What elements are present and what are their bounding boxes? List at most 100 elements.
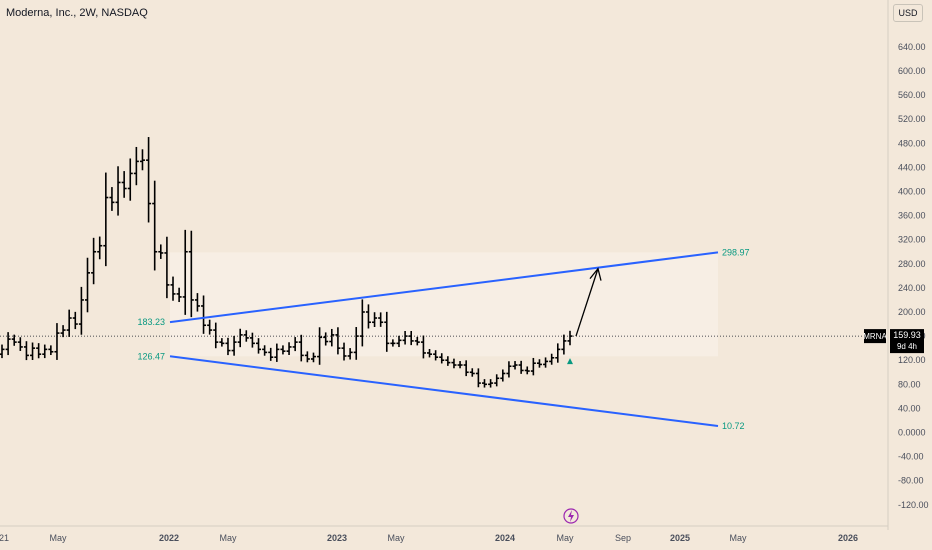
time-tick-label: May [49, 533, 67, 543]
ohlc-bar [139, 149, 145, 171]
ohlc-bar [567, 330, 573, 346]
time-tick-label: Sep [615, 533, 631, 543]
price-tick-label: 200.00 [898, 307, 926, 317]
ohlc-bar [518, 360, 524, 374]
ohlc-bar [182, 229, 188, 315]
projection-arrow[interactable] [575, 268, 599, 337]
countdown-label: 9d 4h [897, 342, 917, 351]
ohlc-bar [194, 293, 200, 312]
ohlc-bar [292, 337, 298, 352]
signal-icon[interactable] [563, 508, 579, 524]
time-tick-label: May [219, 533, 237, 543]
time-tick-label: May [387, 533, 405, 543]
ohlc-bar [500, 369, 506, 382]
time-tick-label: 2022 [159, 533, 179, 543]
time-tick-label: 21 [0, 533, 9, 543]
ohlc-bar [249, 332, 255, 348]
ohlc-bar [433, 350, 439, 361]
ohlc-bar [201, 295, 207, 334]
price-badge [890, 329, 924, 354]
upper-end-label: 298.97 [722, 247, 750, 257]
ohlc-bar [66, 309, 72, 337]
time-tick-label: May [556, 533, 574, 543]
ohlc-bar [427, 348, 433, 358]
price-tick-label: 520.00 [898, 114, 926, 124]
ohlc-bar [561, 334, 567, 355]
currency-button[interactable]: USD [893, 4, 923, 22]
ohlc-bar [23, 341, 29, 361]
ohlc-bar [365, 304, 371, 329]
ohlc-bar [274, 343, 280, 362]
ohlc-bar [347, 348, 353, 360]
ohlc-bar [152, 180, 158, 271]
ohlc-bar [127, 158, 133, 201]
ohlc-bar [329, 328, 335, 347]
price-tick-label: 320.00 [898, 235, 926, 245]
ohlc-bar [524, 366, 530, 375]
ohlc-bar [536, 359, 542, 368]
ohlc-bar [317, 327, 323, 365]
ohlc-bar [42, 344, 48, 359]
ohlc-bar [310, 352, 316, 363]
ohlc-bar [494, 374, 500, 387]
ohlc-bar [506, 361, 512, 378]
ohlc-bar [85, 257, 91, 313]
time-tick-label: 2026 [838, 533, 858, 543]
ohlc-bar [298, 334, 304, 362]
ohlc-bar [30, 342, 36, 360]
ohlc-bar [451, 358, 457, 369]
ohlc-bar [133, 146, 139, 186]
ohlc-bar [304, 351, 310, 363]
upper-trendline[interactable] [169, 251, 719, 324]
time-tick-label: May [729, 533, 747, 543]
ohlc-bar [555, 343, 561, 363]
price-tick-label: -40.00 [898, 452, 924, 462]
triangle-up-icon [567, 358, 573, 365]
ohlc-bar [103, 172, 109, 267]
ohlc-bar [225, 337, 231, 356]
ohlc-bar [280, 345, 286, 355]
lower-start-label: 126.47 [137, 351, 165, 361]
price-tick-label: 480.00 [898, 138, 926, 148]
ohlc-bar [97, 236, 103, 260]
time-tick-label: 2025 [670, 533, 690, 543]
time-scale[interactable]: 21 May 2022 May 2023 May 2024 May Sep 2025 May 2026 [0, 533, 858, 543]
ohlc-bar [268, 347, 274, 361]
price-tick-label: 360.00 [898, 211, 926, 221]
last-price-badge: MRNA 159.93 9d 4h [863, 329, 924, 354]
ohlc-bar [11, 334, 17, 346]
ohlc-bar [243, 330, 249, 342]
ohlc-bar [54, 323, 60, 360]
ohlc-bar [530, 357, 536, 376]
ohlc-bar [231, 335, 237, 356]
ohlc-bar [543, 357, 549, 368]
ohlc-bar [109, 187, 115, 211]
ohlc-bar [188, 230, 194, 318]
ohlc-bar [5, 332, 11, 356]
ohlc-bar [323, 332, 329, 346]
ohlc-bars [0, 137, 573, 388]
ohlc-bar [36, 343, 42, 359]
price-tick-label: 280.00 [898, 259, 926, 269]
upper-start-label: 183.23 [137, 317, 165, 327]
time-tick-label: 2023 [327, 533, 347, 543]
price-tick-label: -120.00 [898, 500, 929, 510]
ohlc-bar [72, 311, 78, 330]
ohlc-bar [420, 335, 426, 359]
ohlc-bar [48, 345, 54, 356]
ohlc-bar [378, 312, 384, 327]
ohlc-bar [158, 244, 164, 259]
lower-trendline[interactable] [169, 355, 719, 428]
ohlc-bar [78, 286, 84, 335]
ohlc-bar [335, 327, 341, 355]
ohlc-bar [384, 311, 390, 352]
price-tick-label: 640.00 [898, 42, 926, 52]
price-tick-label: 600.00 [898, 66, 926, 76]
ohlc-bar [414, 336, 420, 346]
ohlc-bar [262, 345, 268, 356]
price-scale[interactable]: 640.00 600.00 560.00 520.00 480.00 440.00 400.… [898, 42, 929, 510]
ohlc-bar [469, 368, 475, 377]
ohlc-bar [170, 276, 176, 301]
